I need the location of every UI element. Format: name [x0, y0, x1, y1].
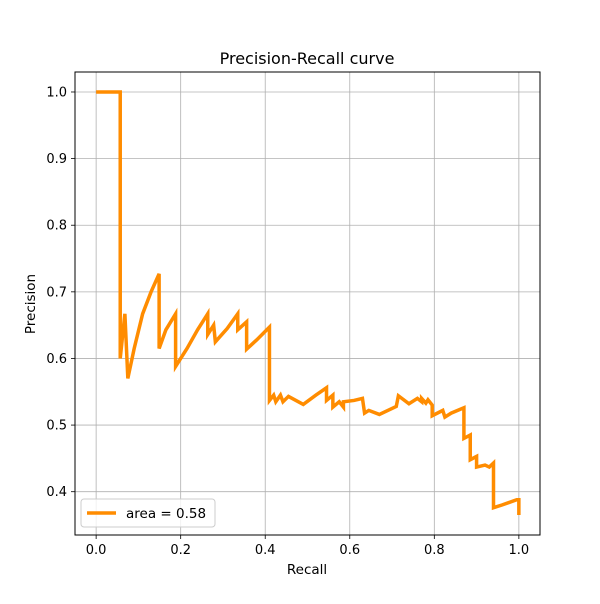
x-axis-label: Recall — [287, 562, 327, 578]
y-tick-label: 0.8 — [46, 219, 67, 234]
x-tick-label: 1.0 — [509, 543, 530, 558]
y-tick-label: 0.4 — [46, 485, 67, 500]
grid — [75, 72, 540, 535]
legend-box — [80, 498, 216, 528]
y-tick-label: 0.6 — [46, 352, 67, 367]
y-axis-ticks: 0.4 0.5 0.6 0.7 0.8 0.9 1.0 — [46, 85, 75, 500]
plot-frame — [74, 71, 541, 536]
y-tick-label: 0.5 — [46, 419, 67, 434]
legend: area = 0.58 — [80, 498, 216, 528]
x-tick-label: 0.2 — [170, 543, 191, 558]
x-tick-label: 0.4 — [255, 543, 276, 558]
pr-curve-line — [96, 90, 521, 516]
y-tick-label: 0.7 — [46, 285, 67, 300]
y-tick-label: 0.9 — [46, 152, 67, 167]
x-tick-label: 0.6 — [339, 543, 360, 558]
legend-label: area = 0.58 — [126, 506, 206, 522]
x-axis-ticks: 0.0 0.2 0.4 0.6 0.8 1.0 — [86, 535, 529, 558]
y-axis-label: Precision — [23, 274, 39, 334]
x-tick-label: 0.8 — [424, 543, 445, 558]
series-layer — [96, 90, 521, 516]
chart-title: Precision-Recall curve — [220, 49, 395, 68]
x-tick-label: 0.0 — [86, 543, 107, 558]
y-tick-label: 1.0 — [46, 85, 67, 100]
